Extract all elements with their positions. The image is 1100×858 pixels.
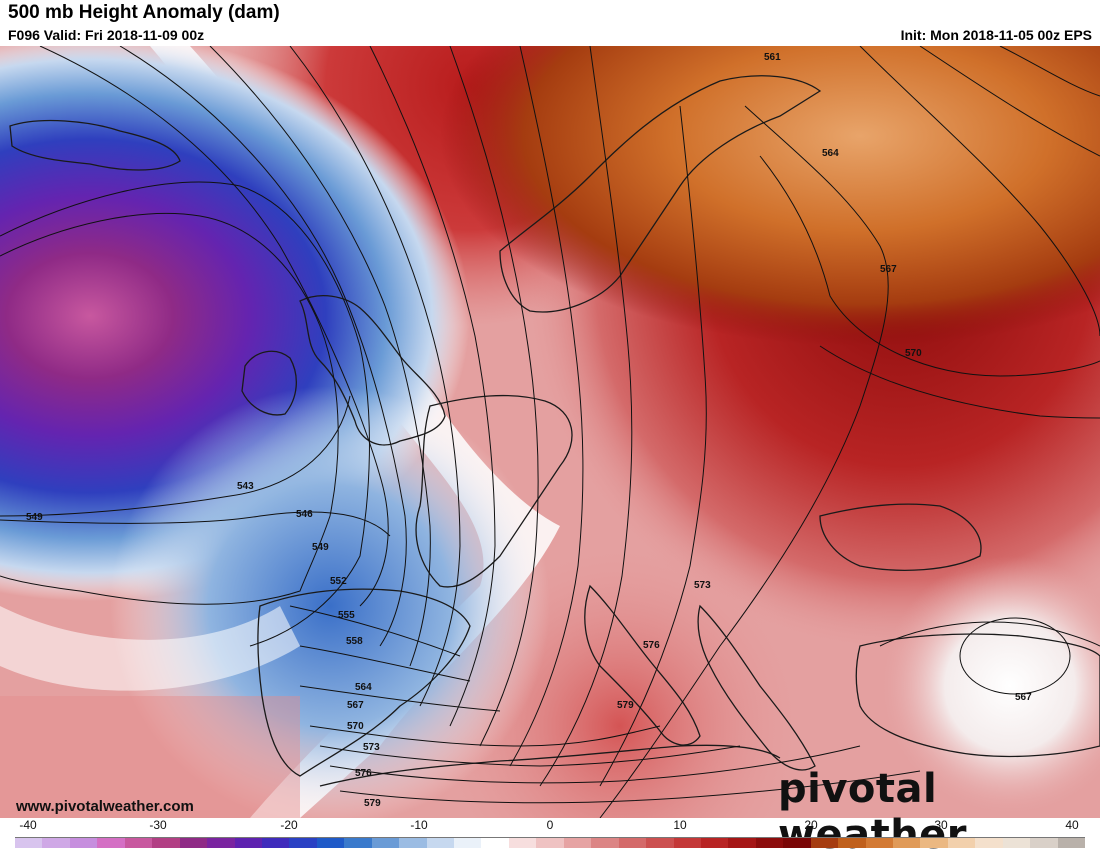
contour-label: 561 — [764, 52, 781, 63]
colorbar-swatch — [783, 838, 811, 848]
scandinavia-coast — [499, 75, 822, 313]
colorbar-swatch — [371, 838, 400, 848]
neutral-anomaly-turkey — [0, 46, 1100, 818]
colorbar-swatch — [728, 838, 756, 848]
colorbar-swatch — [69, 838, 98, 848]
italy-coast — [584, 584, 701, 746]
contour-label: 543 — [237, 481, 254, 492]
anomaly-map[interactable]: 561 564 567 570 543 549 546 549 552 555 … — [0, 46, 1100, 818]
colorbar-swatch — [207, 838, 235, 848]
valid-time: F096 Valid: Fri 2018-11-09 00z — [8, 27, 205, 43]
contour-label: 579 — [364, 798, 381, 809]
zero-band-southwest — [0, 606, 300, 691]
black-sea-coast — [819, 503, 982, 571]
colorbar-tick: -40 — [19, 818, 37, 832]
contour-label: 576 — [355, 768, 372, 779]
colorbar-swatch — [42, 838, 70, 848]
colorbar-swatch — [838, 838, 866, 848]
colorbar-swatch — [1030, 838, 1058, 848]
positive-anomaly-southwest — [0, 696, 300, 818]
colorbar-tick: -10 — [410, 818, 428, 832]
colorbar-swatch — [289, 838, 317, 848]
contour-label: 570 — [905, 348, 922, 359]
colorbar-swatch — [454, 838, 482, 848]
iberia-coast — [257, 588, 471, 777]
contour-label: 567 — [1015, 692, 1032, 703]
contour-label: 576 — [643, 640, 660, 651]
colorbar-ticks: -40 -30 -20 -10 0 10 20 30 40 — [0, 818, 1100, 836]
colorbar-swatch — [1002, 838, 1031, 848]
height-contours — [0, 46, 1100, 818]
colorbar-swatch — [1057, 838, 1086, 848]
contour-label: 555 — [338, 610, 355, 621]
colorbar-swatch — [920, 838, 948, 848]
map-header: 500 mb Height Anomaly (dam) F096 Valid: … — [0, 0, 1100, 46]
colorbar-swatch — [755, 838, 784, 848]
contour-label: 573 — [363, 742, 380, 753]
contour-labels: 561 564 567 570 543 549 546 549 552 555 … — [26, 52, 1032, 809]
colorbar-swatch — [591, 838, 619, 848]
colorbar-tick: 30 — [934, 818, 948, 832]
colorbar-tick: -20 — [280, 818, 298, 832]
contour-label: 564 — [355, 682, 372, 693]
colorbar-swatch — [234, 838, 262, 848]
contour-label: 549 — [26, 512, 43, 523]
colorbar-swatch — [179, 838, 208, 848]
colorbar-swatch — [481, 838, 509, 848]
colorbar-swatch — [865, 838, 893, 848]
colorbar-swatch — [893, 838, 921, 848]
balkans-coast — [697, 604, 816, 771]
colorbar-swatch — [947, 838, 976, 848]
colorbar-swatch — [344, 838, 372, 848]
colorbar-tick: -30 — [149, 818, 167, 832]
turkey-coast — [855, 633, 1100, 758]
colorbar-swatch — [536, 838, 564, 848]
colorbar-swatch — [15, 838, 43, 848]
map-title: 500 mb Height Anomaly (dam) — [8, 2, 280, 23]
contour-label: 546 — [296, 509, 313, 520]
contour-label: 549 — [312, 542, 329, 553]
colorbar-swatch — [975, 838, 1003, 848]
colorbar-swatch — [426, 838, 454, 848]
init-time: Init: Mon 2018-11-05 00z EPS — [900, 27, 1092, 43]
colorbar-swatch — [646, 838, 674, 848]
colorbar-swatch — [810, 838, 839, 848]
coastlines — [9, 75, 1100, 787]
contour-label: 558 — [346, 636, 363, 647]
colorbar — [15, 837, 1086, 848]
iceland-coast — [9, 119, 181, 171]
contour-label: 567 — [880, 264, 897, 275]
colorbar-swatch — [152, 838, 180, 848]
france-coast — [415, 394, 573, 588]
colorbar-tick: 20 — [804, 818, 818, 832]
ireland-coast — [241, 350, 297, 416]
colorbar-tick: 10 — [673, 818, 687, 832]
contour-label: 579 — [617, 700, 634, 711]
website-label[interactable]: www.pivotalweather.com — [16, 798, 194, 815]
map-canvas: 561 564 567 570 543 549 546 549 552 555 … — [0, 46, 1100, 818]
colorbar-swatch — [399, 838, 427, 848]
colorbar-swatch — [97, 838, 125, 848]
colorbar-tick: 0 — [546, 818, 554, 832]
colorbar-swatch — [618, 838, 647, 848]
colorbar-swatch — [316, 838, 345, 848]
contour-label: 570 — [347, 721, 364, 732]
contour-label: 564 — [822, 148, 839, 159]
colorbar-swatch — [124, 838, 153, 848]
colorbar-swatch — [508, 838, 537, 848]
north-africa-coast — [319, 744, 781, 787]
contour-label: 573 — [694, 580, 711, 591]
colorbar-tick: 40 — [1065, 818, 1079, 832]
colorbar-swatch — [700, 838, 729, 848]
colorbar-swatch — [673, 838, 701, 848]
contour-label: 567 — [347, 700, 364, 711]
contour-label: 552 — [330, 576, 347, 587]
colorbar-swatch — [563, 838, 592, 848]
colorbar-swatch — [261, 838, 290, 848]
